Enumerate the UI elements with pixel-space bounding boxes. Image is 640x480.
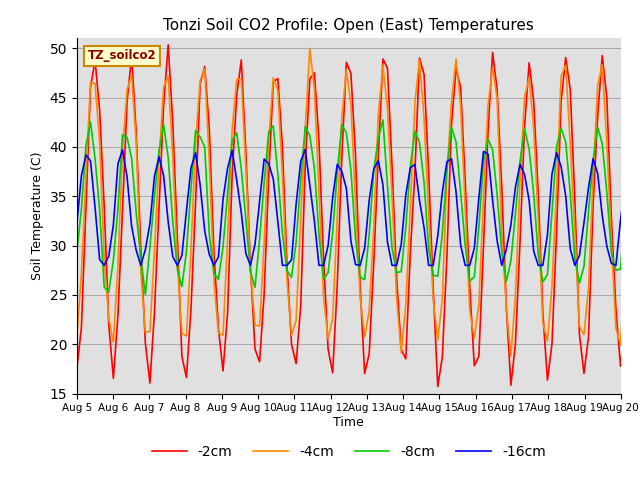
-2cm	[73, 366, 81, 372]
-2cm	[292, 360, 300, 366]
-2cm	[164, 42, 172, 48]
Y-axis label: Soil Temperature (C): Soil Temperature (C)	[31, 152, 44, 280]
-16cm	[73, 222, 81, 228]
Title: Tonzi Soil CO2 Profile: Open (East) Temperatures: Tonzi Soil CO2 Profile: Open (East) Temp…	[163, 18, 534, 33]
-4cm	[379, 62, 387, 68]
-16cm	[635, 213, 640, 218]
-8cm	[214, 276, 222, 282]
-16cm	[320, 263, 328, 268]
-2cm	[635, 69, 640, 75]
X-axis label: Time: Time	[333, 416, 364, 429]
-2cm	[379, 56, 387, 62]
-8cm	[571, 256, 579, 262]
-4cm	[580, 332, 588, 337]
Legend: -2cm, -4cm, -8cm, -16cm: -2cm, -4cm, -8cm, -16cm	[147, 440, 551, 465]
-2cm	[434, 384, 442, 389]
-2cm	[219, 368, 227, 374]
-8cm	[310, 165, 318, 171]
-16cm	[100, 263, 108, 268]
-8cm	[73, 250, 81, 255]
-4cm	[288, 332, 296, 338]
Line: -8cm: -8cm	[77, 112, 640, 300]
-4cm	[315, 188, 323, 194]
-4cm	[507, 353, 515, 359]
Text: TZ_soilco2: TZ_soilco2	[88, 49, 156, 62]
-16cm	[383, 239, 391, 245]
-16cm	[301, 147, 309, 153]
-8cm	[374, 135, 382, 141]
Line: -4cm: -4cm	[77, 48, 640, 356]
-4cm	[214, 330, 222, 336]
-8cm	[630, 109, 638, 115]
-2cm	[580, 371, 588, 376]
-8cm	[626, 147, 634, 153]
-16cm	[219, 196, 227, 202]
-4cm	[73, 335, 81, 340]
-16cm	[580, 220, 588, 226]
-4cm	[635, 63, 640, 69]
-2cm	[315, 137, 323, 143]
Line: -16cm: -16cm	[77, 150, 640, 265]
-16cm	[292, 202, 300, 207]
-4cm	[306, 46, 314, 51]
-8cm	[288, 275, 296, 280]
Line: -2cm: -2cm	[77, 45, 640, 386]
